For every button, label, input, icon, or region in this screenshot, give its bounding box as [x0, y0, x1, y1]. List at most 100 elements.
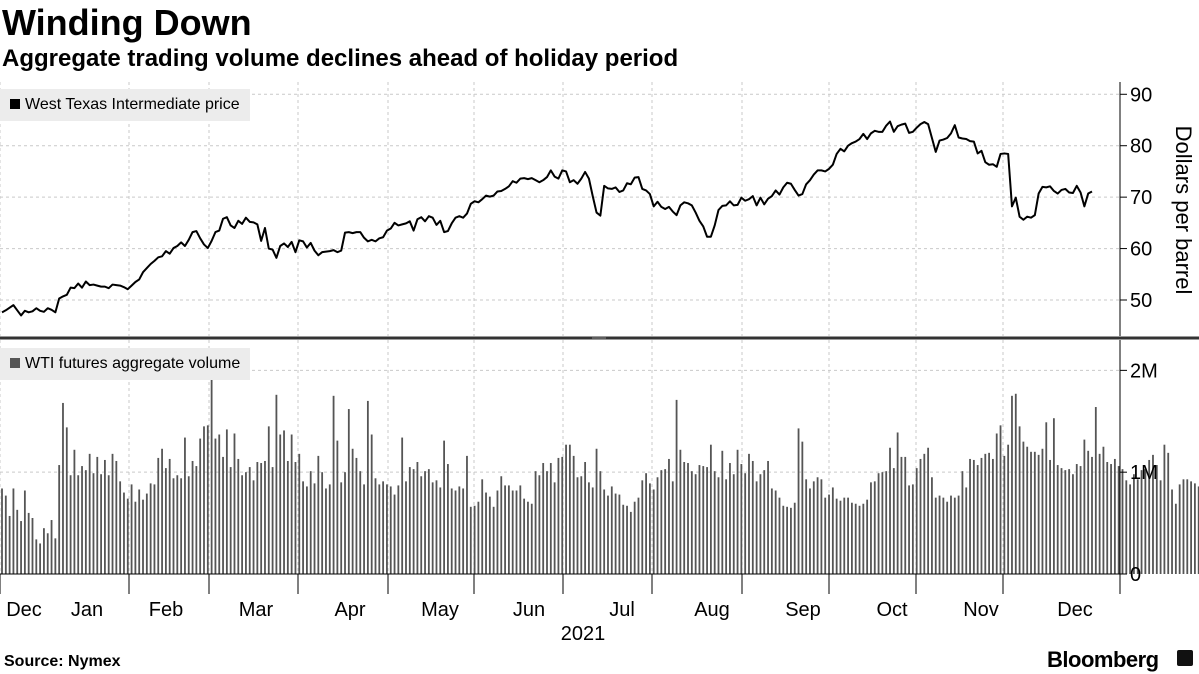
volume-bar — [953, 497, 956, 574]
volume-bar — [134, 501, 137, 574]
volume-bar — [469, 506, 472, 574]
volume-bar — [126, 498, 129, 574]
volume-bar — [843, 497, 846, 574]
volume-bar — [386, 484, 388, 574]
volume-bar — [1186, 479, 1189, 574]
volume-bar — [622, 504, 625, 574]
volume-bar — [690, 471, 693, 574]
volume-bar — [233, 433, 236, 574]
volume-bar — [1052, 418, 1055, 574]
volume-bar — [713, 471, 716, 574]
volume-bar — [972, 459, 975, 574]
volume-bar — [709, 444, 712, 574]
volume-bar — [43, 528, 45, 574]
volume-bar — [919, 458, 922, 574]
volume-bar — [858, 505, 861, 574]
x-tick-label: Jun — [513, 599, 545, 621]
volume-bar — [984, 453, 987, 574]
x-tick-label: Dec — [6, 599, 42, 621]
volume-bar — [763, 470, 766, 574]
x-tick-label: Oct — [876, 599, 908, 621]
volume-bar — [988, 452, 990, 574]
volume-bar — [511, 490, 514, 574]
x-tick-label: Feb — [149, 599, 183, 621]
volume-bar — [546, 471, 548, 574]
volume-bar — [431, 482, 434, 574]
volume-bar — [797, 428, 800, 574]
volume-bar — [302, 481, 304, 574]
volume-bar — [260, 463, 263, 574]
volume-bar — [1121, 469, 1124, 574]
volume-bar — [344, 472, 346, 574]
volume-bar — [267, 426, 270, 574]
volume-bar — [729, 463, 731, 574]
x-tick-label: Sep — [785, 599, 821, 621]
volume-bar — [1197, 486, 1199, 574]
volume-bar — [1129, 484, 1132, 574]
volume-bar — [283, 430, 285, 574]
volume-bar — [58, 465, 61, 574]
volume-bar — [809, 488, 811, 574]
volume-bars — [1, 378, 1199, 574]
volume-bar — [321, 472, 324, 574]
x-tick-label: Aug — [694, 599, 730, 621]
volume-bar — [104, 459, 106, 574]
volume-bar — [908, 485, 910, 574]
volume-bar — [164, 468, 167, 574]
volume-bar — [751, 460, 754, 574]
volume-bar — [1018, 426, 1021, 574]
volume-bar — [172, 478, 175, 574]
volume-bar — [770, 488, 773, 574]
volume-bar — [877, 473, 880, 574]
year-label: 2021 — [561, 623, 606, 645]
volume-bar — [241, 475, 243, 574]
volume-bar — [450, 488, 453, 574]
volume-bar — [572, 455, 575, 574]
volume-bar — [675, 399, 678, 574]
volume-bar — [245, 472, 247, 574]
volume-bar — [599, 471, 602, 574]
volume-bar — [35, 539, 38, 574]
volume-bar — [256, 462, 259, 574]
volume-bar — [561, 456, 564, 574]
price-legend-label: West Texas Intermediate price — [25, 96, 240, 113]
volume-bar — [218, 434, 221, 574]
volume-bar — [1117, 466, 1120, 574]
price-panel-grid — [0, 82, 1120, 336]
volume-bar — [435, 480, 438, 574]
volume-bar — [595, 448, 598, 574]
volume-bar — [298, 453, 301, 574]
axis-ticks: Dec Jan Feb Mar Apr May Jun Jul Aug Sep Oct Nov Dec 5… — [0, 84, 1158, 621]
volume-bar — [31, 518, 34, 574]
volume-bar — [363, 484, 365, 574]
volume-bar — [492, 506, 495, 574]
volume-bar — [812, 481, 815, 574]
volume-bar — [927, 447, 930, 574]
volume-bar — [481, 479, 484, 574]
volume-bar — [1174, 503, 1177, 574]
volume-bar — [462, 488, 465, 574]
price-y-tick-label: 50 — [1130, 290, 1152, 312]
volume-bar — [748, 453, 750, 574]
volume-bar — [50, 520, 53, 574]
volume-legend-label: WTI futures aggregate volume — [25, 355, 241, 372]
volume-bar — [759, 474, 762, 574]
volume-bar — [786, 506, 788, 574]
volume-bar — [549, 463, 552, 574]
volume-bar — [831, 487, 834, 574]
volume-bar — [881, 472, 884, 574]
volume-bar — [199, 438, 202, 574]
volume-bar — [157, 457, 160, 574]
volume-bar — [279, 434, 282, 574]
volume-bar — [1079, 466, 1082, 574]
volume-bar — [793, 502, 796, 574]
x-tick-label: Dec — [1057, 599, 1093, 621]
volume-bar — [1102, 446, 1105, 574]
volume-bar — [565, 444, 567, 574]
volume-bar — [1171, 489, 1173, 574]
volume-bar — [340, 482, 343, 574]
volume-bar — [195, 466, 198, 574]
volume-bar — [1094, 407, 1097, 574]
volume-bar — [317, 455, 320, 574]
